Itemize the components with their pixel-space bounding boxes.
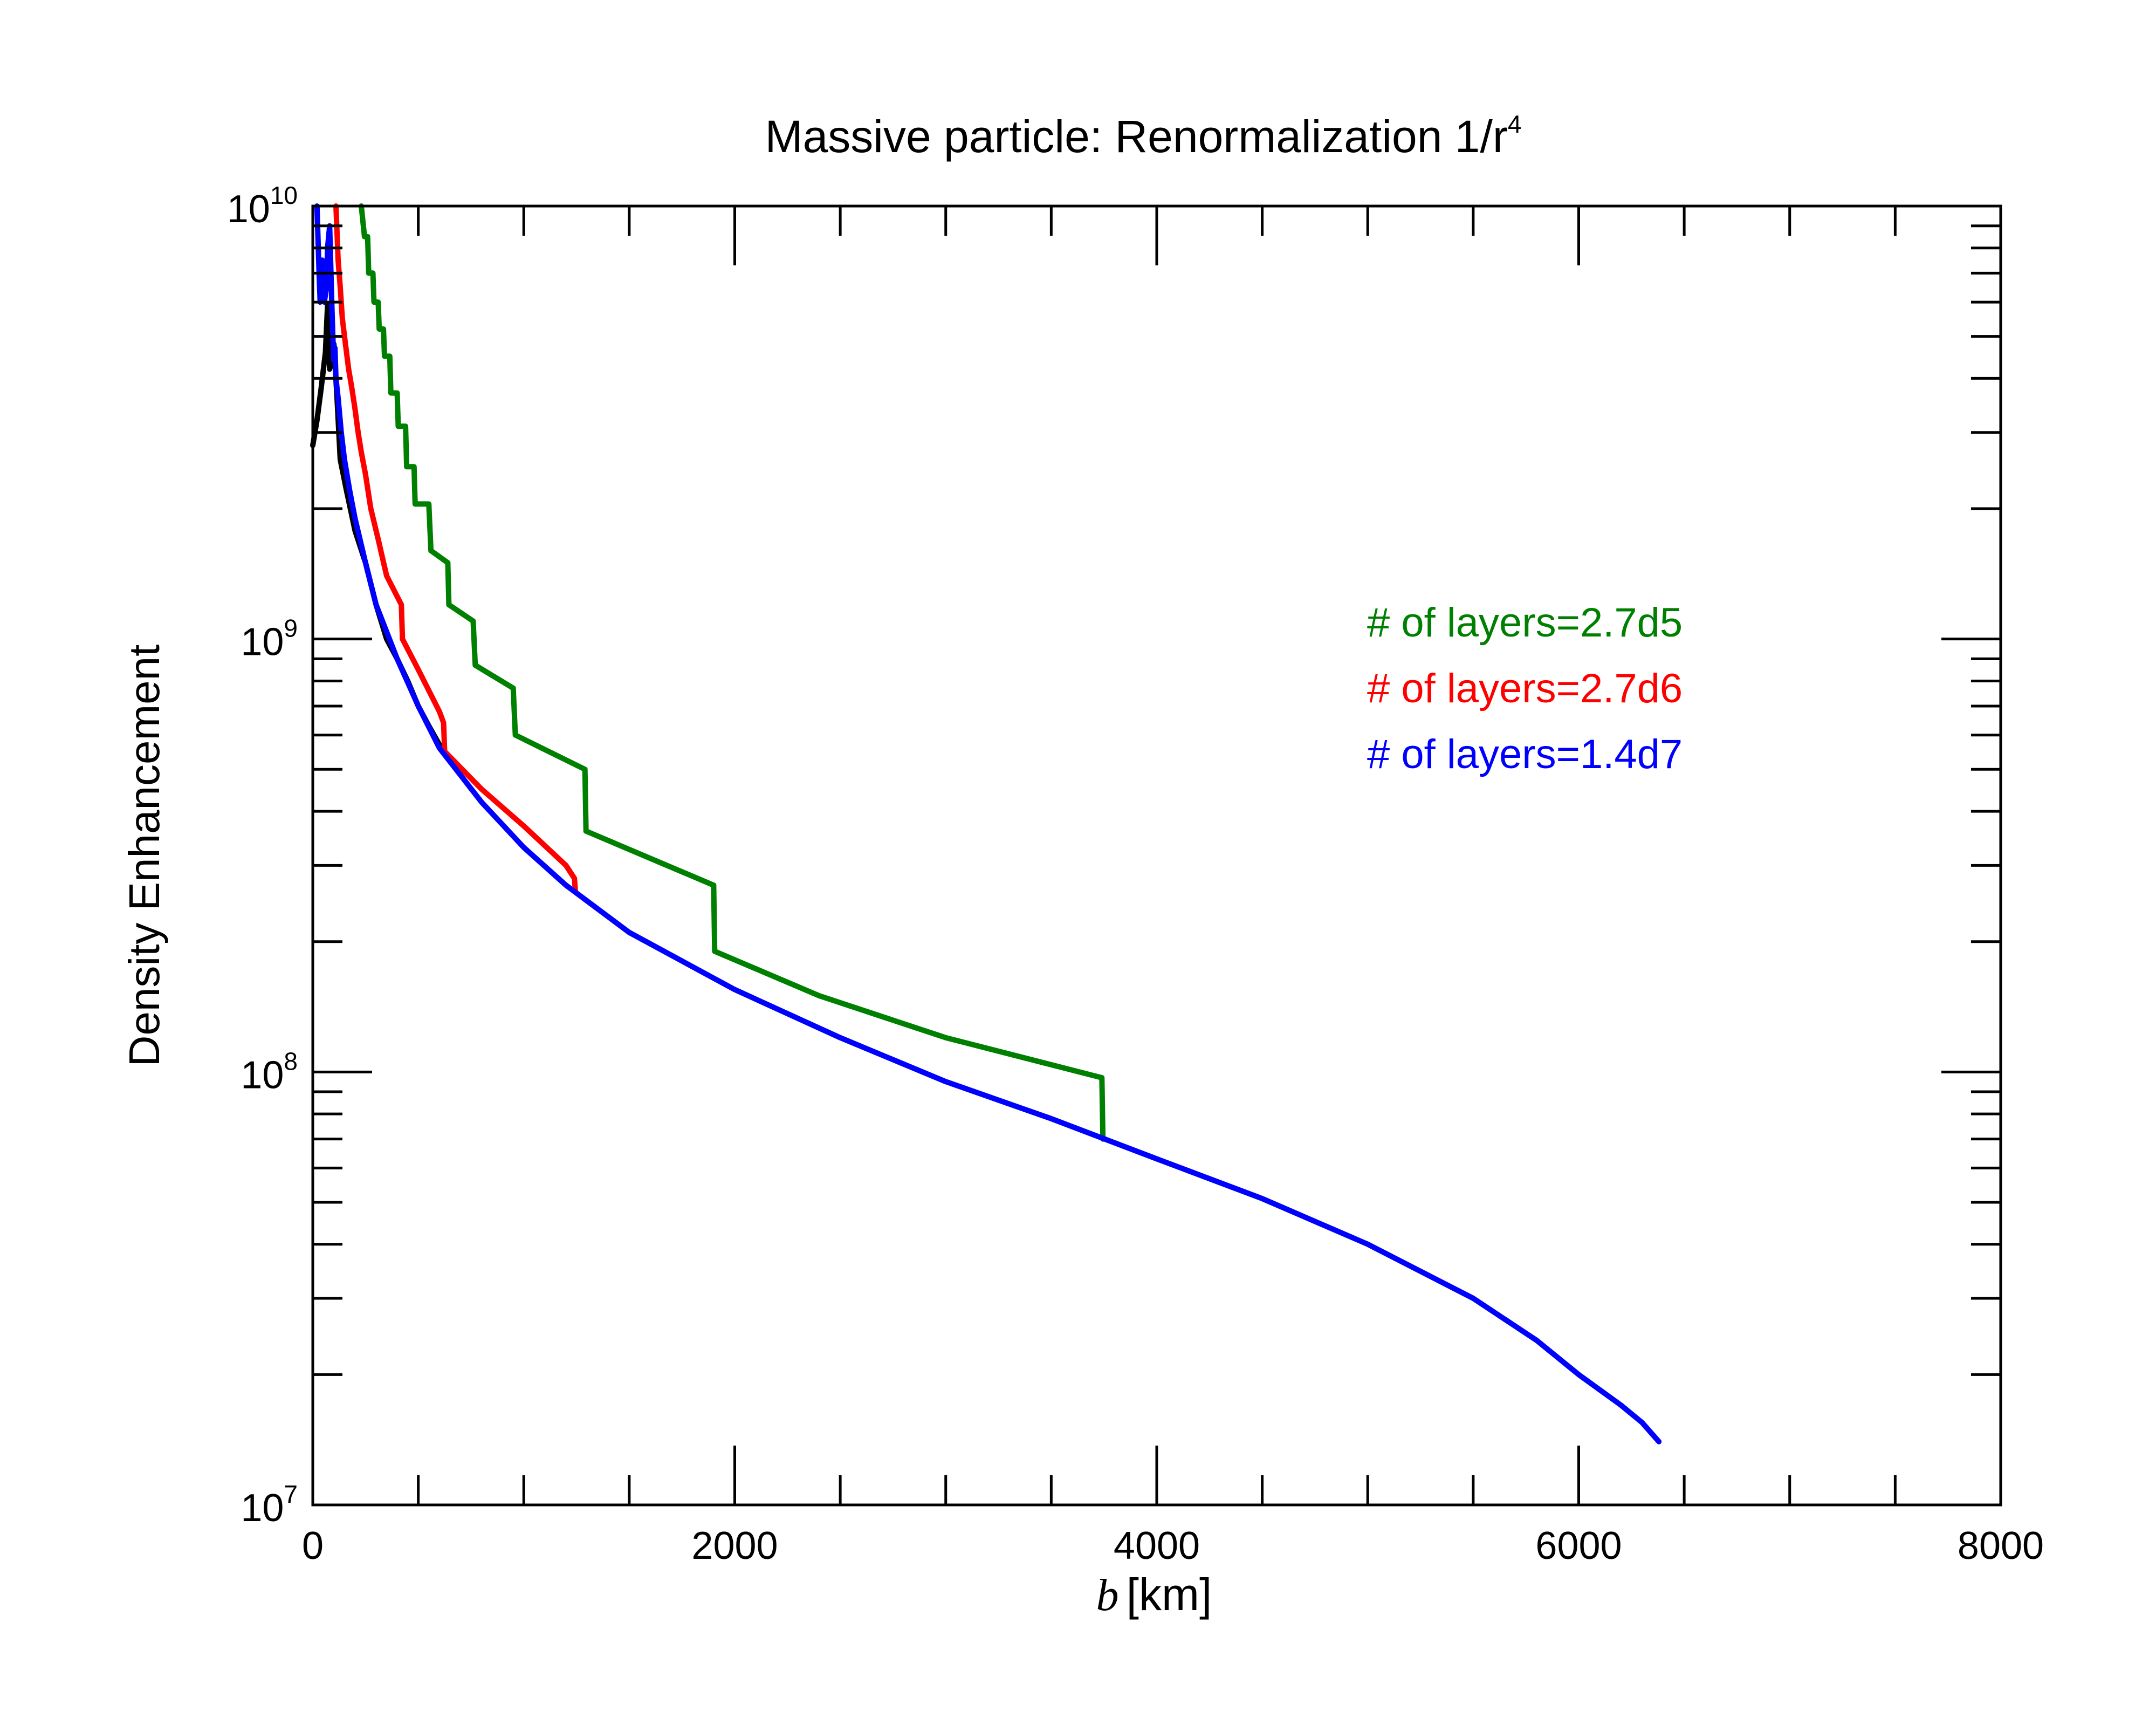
y-tick-label: 107 (241, 1480, 298, 1530)
legend-entry-green: # of layers=2.7d5 (1367, 600, 1683, 646)
y-tick-label: 1010 (227, 181, 298, 231)
y-tick-label-base: 10 (241, 1487, 284, 1530)
chart-title: Massive particle: Renormalization 1/r4 (765, 110, 1522, 162)
y-tick-label-exponent: 9 (284, 614, 298, 642)
y-tick-label-exponent: 7 (284, 1480, 298, 1508)
plot-frame (311, 204, 2002, 1507)
series-line-red (333, 203, 579, 895)
tick-layer (311, 204, 2002, 1507)
y-tick-label: 109 (241, 614, 298, 664)
series-line-blue (314, 203, 1662, 1445)
y-tick-label-exponent: 8 (284, 1047, 298, 1075)
y-tick-label-base: 10 (241, 621, 284, 664)
x-axis-label-variable: b (1096, 1570, 1119, 1620)
chart-title-main: Massive particle: Renormalization 1/r (765, 111, 1508, 162)
x-tick-label: 6000 (1535, 1524, 1622, 1567)
x-axis-label-unit: [km] (1127, 1569, 1212, 1620)
y-tick-label-base: 10 (227, 188, 270, 231)
series-layer (310, 203, 1662, 1445)
y-tick-label: 108 (241, 1047, 298, 1097)
legend: # of layers=2.7d5 # of layers=2.7d6 # of… (1367, 600, 1683, 777)
x-tick-labels: 0 2000 4000 6000 8000 (302, 1524, 2044, 1567)
chart-title-superscript: 4 (1508, 110, 1522, 138)
legend-entry-blue: # of layers=1.4d7 (1367, 731, 1683, 777)
series-line-green (359, 203, 1106, 1142)
x-axis-label: b [km] (1096, 1569, 1212, 1620)
y-tick-label-exponent: 10 (270, 181, 298, 209)
x-tick-label: 0 (302, 1524, 324, 1567)
legend-entry-red: # of layers=2.7d6 (1367, 666, 1683, 711)
x-tick-label: 4000 (1114, 1524, 1200, 1567)
x-tick-label: 8000 (1958, 1524, 2044, 1567)
y-tick-label-base: 10 (241, 1053, 284, 1097)
y-axis-label: Density Enhancement (120, 645, 168, 1067)
x-tick-label: 2000 (691, 1524, 778, 1567)
